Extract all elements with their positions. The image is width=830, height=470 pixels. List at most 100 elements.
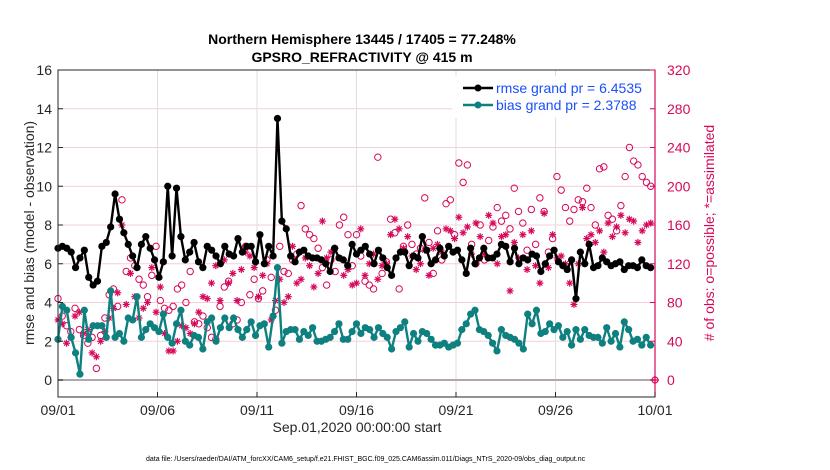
legend: rmse grand pr = 6.4535 bias grand pr = 2… (452, 76, 650, 118)
obs-assimilated-point (144, 299, 152, 306)
obs-possible-point (600, 163, 608, 171)
bias-point (107, 287, 115, 295)
bias-point (427, 335, 435, 343)
obs-possible-point (267, 273, 275, 282)
x-tick-label: 10/01 (637, 402, 672, 418)
bias-point (133, 293, 141, 301)
obs-possible-point (591, 221, 599, 229)
obs-possible-point (455, 159, 463, 167)
obs-assimilated-point (455, 213, 463, 221)
x-axis-ticks: 09/01 09/06 09/11 09/16 09/21 09/26 10/01 (40, 392, 673, 418)
rmse-point (142, 233, 150, 241)
obs-possible-point (301, 225, 310, 233)
obs-possible-point (497, 217, 506, 225)
rmse-point (445, 242, 453, 250)
bias-point (519, 345, 527, 353)
obs-possible-point (484, 236, 493, 245)
bias-point (212, 337, 220, 345)
bias-point (546, 320, 554, 328)
y-right-tick-label: 40 (667, 333, 683, 349)
bias-series (54, 264, 655, 378)
bias-point (554, 322, 563, 330)
rmse-point (278, 217, 286, 225)
bias-point (423, 329, 431, 338)
rmse-point (431, 256, 440, 264)
obs-assimilated-point (489, 219, 497, 227)
obs-assimilated-point (229, 269, 237, 277)
bias-point (155, 327, 163, 336)
rmse-point (471, 260, 479, 268)
bias-point (515, 339, 523, 347)
rmse-point (414, 254, 422, 262)
rmse-point (379, 254, 387, 262)
obs-assimilated-point (387, 231, 395, 239)
rmse-point (585, 240, 593, 248)
rmse-point (563, 265, 571, 274)
y-right-tick-label: 320 (667, 62, 691, 78)
bias-point (616, 343, 624, 351)
rmse-point (120, 229, 128, 237)
obs-assimilated-point (463, 223, 471, 231)
y-tick-label: 4 (44, 295, 52, 311)
y-right-tick-label: 240 (667, 140, 691, 156)
rmse-point (467, 244, 475, 252)
obs-possible-point (92, 364, 101, 373)
obs-assimilated-point (280, 299, 288, 306)
obs-possible-point (514, 207, 523, 216)
y-tick-label: 10 (36, 178, 52, 194)
bias-point (159, 310, 167, 318)
obs-possible-point (421, 194, 429, 202)
obs-possible-point (322, 281, 331, 289)
x-tick-label: 09/26 (538, 402, 573, 418)
rmse-point (633, 264, 642, 272)
obs-possible-point (139, 281, 147, 289)
obs-possible-point (148, 271, 156, 280)
obs-possible-point (510, 184, 518, 192)
bias-point (335, 320, 343, 328)
obs-possible-point (574, 196, 582, 204)
x-tick-label: 09/11 (240, 402, 274, 418)
obs-assimilated-point (608, 233, 616, 241)
rmse-point (576, 248, 584, 256)
obs-possible-point (284, 269, 292, 278)
obs-assimilated-point (472, 219, 480, 227)
obs-possible-point (638, 172, 646, 181)
bias-point (120, 337, 128, 345)
obs-possible-point (531, 240, 540, 249)
legend-bias-label: bias grand pr = 2.3788 (496, 97, 637, 113)
obs-possible-point (634, 161, 642, 169)
rmse-point (436, 244, 444, 252)
rmse-point (208, 246, 216, 254)
obs-possible-point (425, 238, 433, 247)
obs-possible-point (122, 267, 130, 276)
rmse-point (594, 262, 602, 270)
obs-assimilated-point (122, 300, 130, 308)
obs-possible-point (182, 298, 190, 307)
obs-assimilated-point (493, 260, 501, 268)
rmse-point (247, 242, 255, 250)
rmse-point (80, 246, 88, 254)
obs-assimilated-point (416, 260, 424, 268)
bias-point (164, 333, 172, 341)
obs-possible-point (553, 172, 561, 181)
bias-point (357, 329, 365, 338)
obs-assimilated-point (451, 235, 459, 243)
rmse-point (137, 240, 146, 248)
rmse-point (199, 264, 207, 272)
obs-possible-point (169, 302, 177, 311)
y-right-tick-label: 80 (667, 295, 683, 311)
bias-point (611, 329, 620, 338)
bias-point (330, 327, 339, 336)
rmse-point (221, 242, 229, 250)
obs-possible-point (365, 281, 373, 289)
obs-possible-point (617, 201, 625, 210)
obs-assimilated-point (506, 287, 514, 295)
obs-assimilated-point (310, 283, 318, 291)
obs-possible-point (463, 161, 472, 169)
obs-assimilated-point (570, 300, 578, 308)
rmse-point (401, 248, 409, 256)
rmse-point (388, 271, 396, 279)
obs-assimilated-point (617, 211, 625, 219)
y-tick-label: 2 (44, 333, 52, 349)
obs-assimilated-point (412, 266, 420, 274)
